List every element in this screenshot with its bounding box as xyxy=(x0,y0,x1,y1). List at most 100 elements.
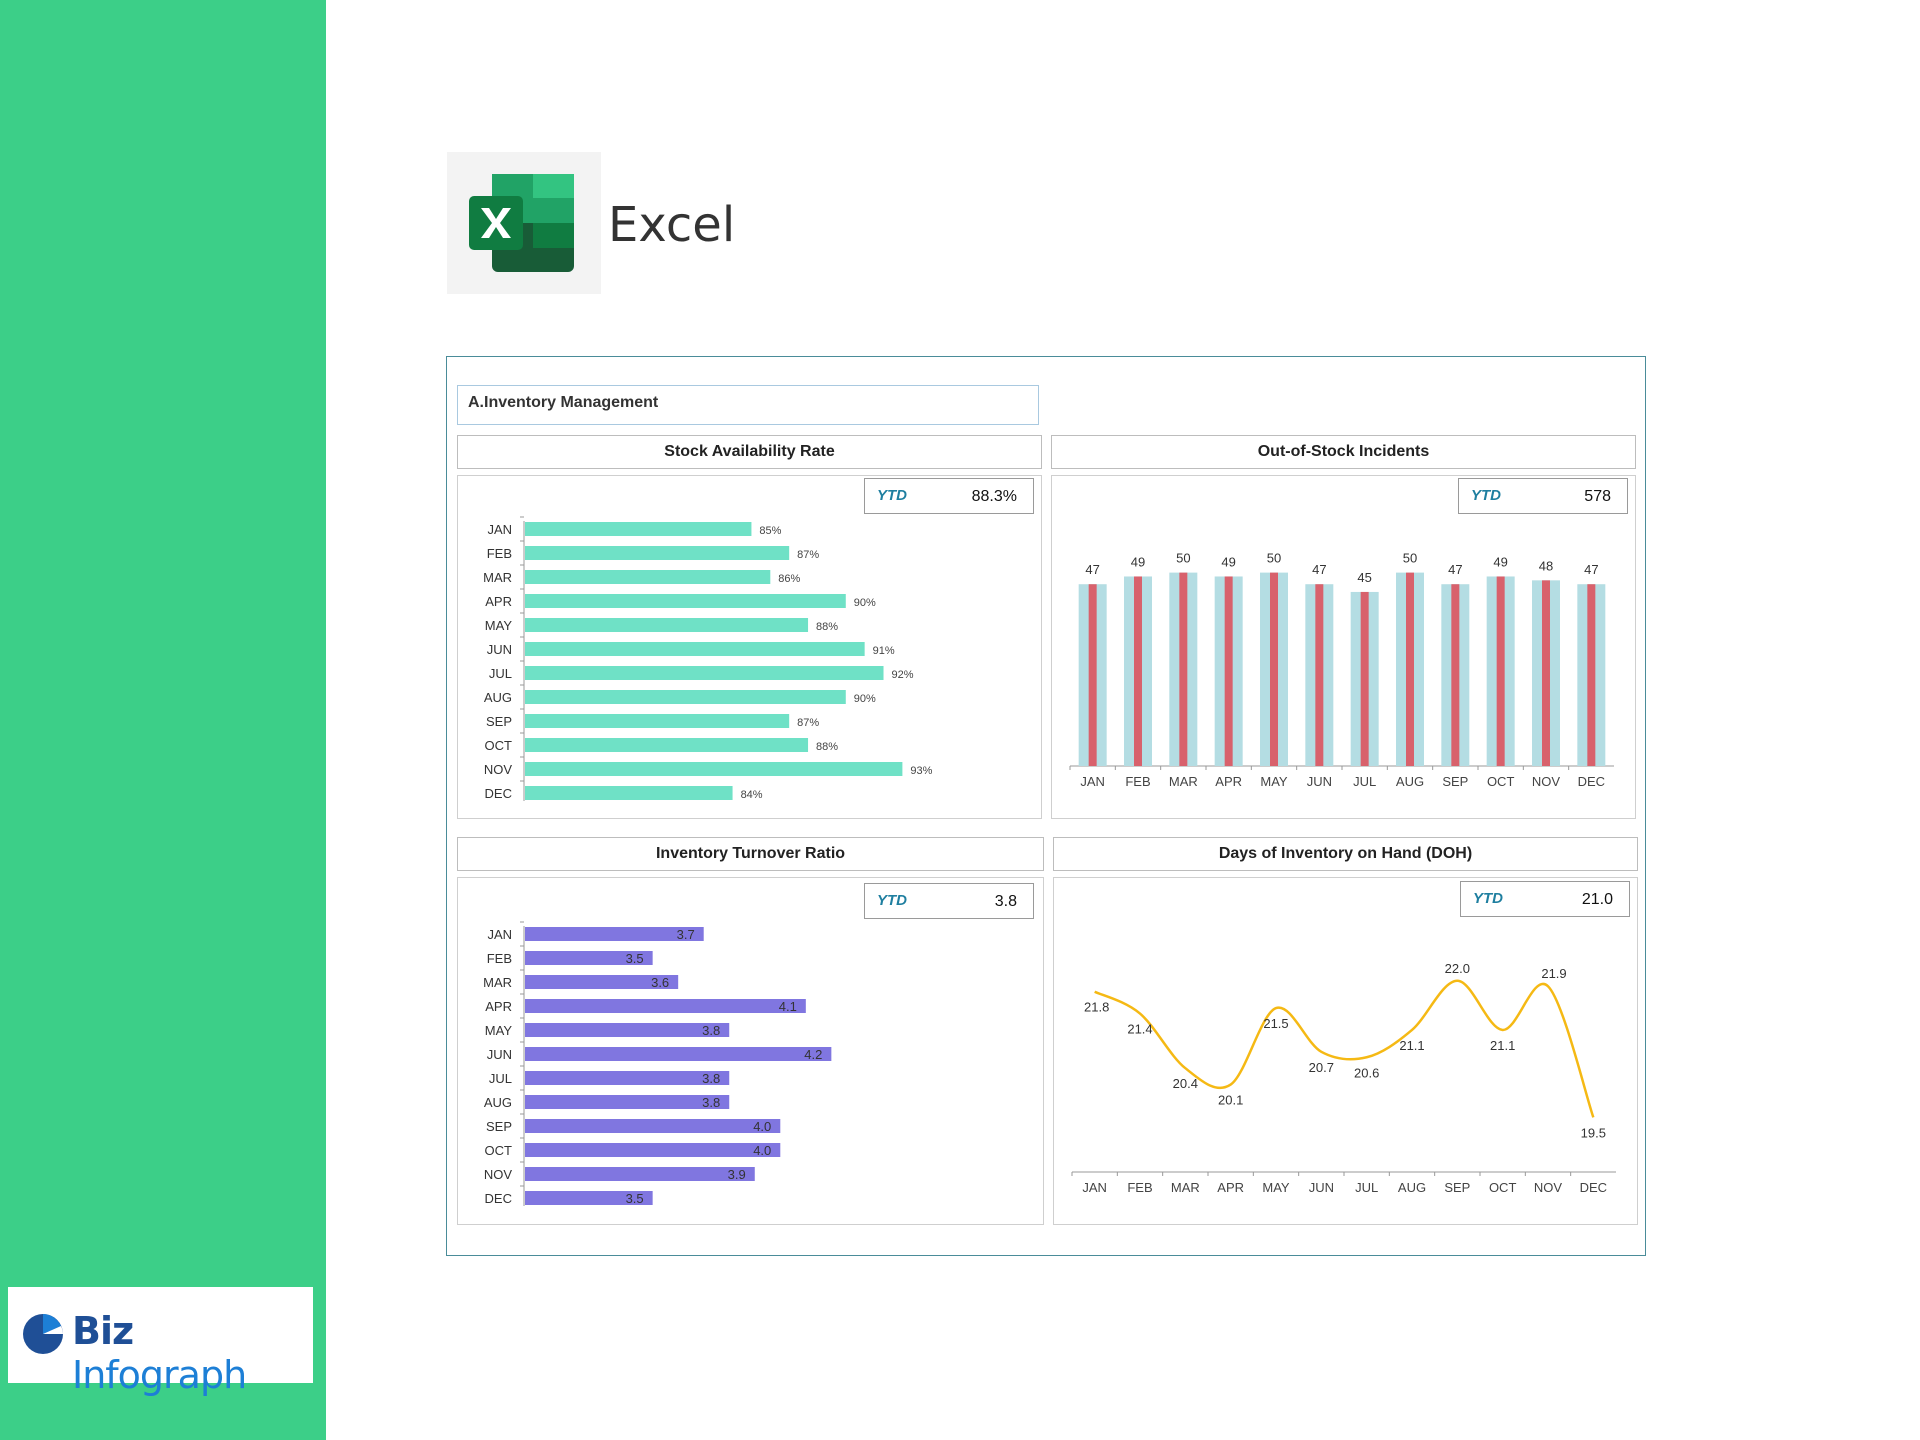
category-label: OCT xyxy=(485,738,513,753)
turnover-panel: YTD 3.8 JAN 3.7 FEB 3.5 MAR 3.6 APR 4.1 MAY 3.8 JU… xyxy=(457,877,1044,1225)
data-label: 93% xyxy=(910,765,932,777)
doh-ytd-value: 21.0 xyxy=(1581,891,1613,908)
brand-name-part2: Infograph xyxy=(72,1353,247,1397)
data-label: 3.9 xyxy=(728,1167,746,1182)
x-tick-label: MAR xyxy=(1169,774,1198,789)
data-label: 85% xyxy=(759,525,781,537)
x-tick-label: JAN xyxy=(1080,774,1105,789)
bar xyxy=(525,927,704,941)
bar xyxy=(1451,584,1460,766)
data-label: 91% xyxy=(873,645,895,657)
dashboard: A.Inventory Management Stock Availabilit… xyxy=(446,356,1646,1256)
bar xyxy=(1134,576,1142,766)
data-label: 47 xyxy=(1584,562,1598,577)
bar xyxy=(1496,576,1505,766)
category-label: MAR xyxy=(483,975,512,990)
x-tick-label: NOV xyxy=(1534,1180,1563,1195)
doh-panel-title: Days of Inventory on Hand (DOH) xyxy=(1053,837,1638,871)
bar xyxy=(1360,591,1369,766)
x-tick-label: DEC xyxy=(1578,774,1605,789)
bar xyxy=(1406,572,1414,766)
x-tick-label: APR xyxy=(1217,1180,1244,1195)
data-label: 20.6 xyxy=(1354,1065,1379,1080)
data-label: 21.4 xyxy=(1127,1022,1152,1037)
bar xyxy=(1088,584,1097,766)
data-label: 20.1 xyxy=(1218,1093,1243,1108)
x-tick-label: FEB xyxy=(1125,774,1150,789)
bar xyxy=(1587,584,1596,766)
data-label: 87% xyxy=(797,549,819,561)
data-label: 50 xyxy=(1403,551,1417,566)
app-name: Excel xyxy=(608,197,736,253)
data-label: 21.5 xyxy=(1263,1016,1288,1031)
data-label: 3.7 xyxy=(677,927,695,942)
brand-logo-box: Biz Infograph xyxy=(8,1287,313,1397)
category-label: SEP xyxy=(486,1119,512,1134)
bar xyxy=(525,690,846,704)
bar xyxy=(525,1071,730,1085)
category-label: AUG xyxy=(484,1095,512,1110)
bar xyxy=(525,1095,730,1109)
category-label: APR xyxy=(485,594,512,609)
bar xyxy=(525,738,809,752)
category-label: JUN xyxy=(487,1047,512,1062)
data-label: 49 xyxy=(1221,554,1235,569)
bar xyxy=(525,1023,730,1037)
bar xyxy=(525,1191,653,1205)
stock-panel-title: Stock Availability Rate xyxy=(457,435,1042,469)
bar xyxy=(525,642,865,656)
x-tick-label: OCT xyxy=(1489,1180,1517,1195)
turnover-panel-title: Inventory Turnover Ratio xyxy=(457,837,1044,871)
x-tick-label: JUL xyxy=(1353,774,1376,789)
bar xyxy=(525,546,790,560)
bar xyxy=(525,1143,781,1157)
data-label: 21.1 xyxy=(1490,1038,1515,1053)
data-label: 45 xyxy=(1357,570,1371,585)
category-label: MAY xyxy=(485,1023,513,1038)
category-label: DEC xyxy=(485,1191,512,1206)
data-label: 4.1 xyxy=(779,999,797,1014)
category-label: APR xyxy=(485,999,512,1014)
data-label: 21.9 xyxy=(1541,966,1566,981)
x-tick-label: JUN xyxy=(1307,774,1332,789)
x-tick-label: SEP xyxy=(1444,1180,1470,1195)
stock-chart: JAN 85% FEB 87% MAR 86% APR 90% MAY 88% JUN 91% JUL 9… xyxy=(483,516,933,801)
bar xyxy=(525,666,884,680)
doh-chart: 21.8 JAN 21.4 FEB 20.4 MAR 20.1 APR 21.5 MAY 20.7 J… xyxy=(1071,961,1616,1195)
data-label: 4.2 xyxy=(804,1047,822,1062)
category-label: JUN xyxy=(487,642,512,657)
bar xyxy=(525,618,809,632)
bar xyxy=(1542,580,1550,766)
x-tick-label: DEC xyxy=(1580,1180,1607,1195)
bar xyxy=(1224,576,1233,766)
data-label: 3.6 xyxy=(651,975,669,990)
bar xyxy=(525,714,790,728)
category-label: DEC xyxy=(485,786,512,801)
data-label: 48 xyxy=(1539,558,1553,573)
data-label: 50 xyxy=(1267,551,1281,566)
category-label: JAN xyxy=(487,927,512,942)
doh-ytd-label: YTD xyxy=(1473,890,1503,907)
data-label: 47 xyxy=(1448,562,1462,577)
outofstock-panel-title: Out-of-Stock Incidents xyxy=(1051,435,1636,469)
category-label: OCT xyxy=(485,1143,513,1158)
data-label: 88% xyxy=(816,621,838,633)
bar xyxy=(525,1119,781,1133)
data-label: 20.4 xyxy=(1173,1076,1198,1091)
brand-name: Biz Infograph xyxy=(72,1309,313,1397)
category-label: NOV xyxy=(484,762,513,777)
bar xyxy=(525,570,771,584)
bar xyxy=(525,522,752,536)
pie-chart-icon xyxy=(23,1314,63,1354)
bar xyxy=(525,1047,832,1061)
x-tick-label: SEP xyxy=(1442,774,1468,789)
data-label: 21.1 xyxy=(1399,1038,1424,1053)
bar xyxy=(525,594,846,608)
series-line xyxy=(1094,979,1595,1118)
x-tick-label: NOV xyxy=(1532,774,1561,789)
category-label: JUL xyxy=(489,666,512,681)
bar xyxy=(525,999,806,1013)
x-tick-label: AUG xyxy=(1396,774,1424,789)
data-label: 3.8 xyxy=(702,1023,720,1038)
stock-ytd-box: YTD 88.3% xyxy=(864,478,1034,514)
